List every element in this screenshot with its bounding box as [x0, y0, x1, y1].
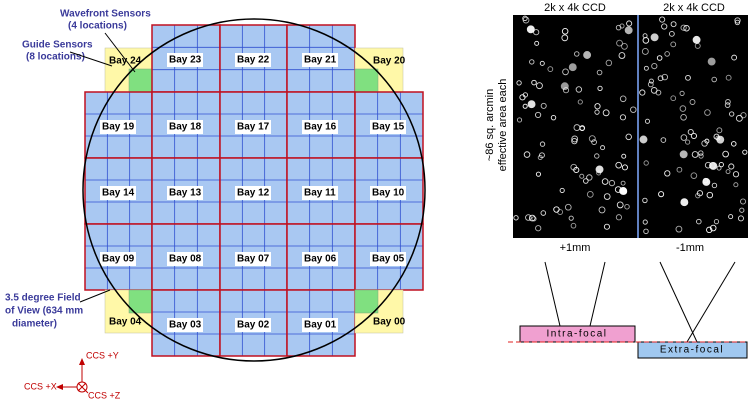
bay-label: Bay 00	[373, 317, 406, 328]
bay-label: Bay 22	[237, 55, 270, 66]
ccd-image	[639, 15, 748, 238]
ccd-title: 2k x 4k CCD	[663, 2, 725, 14]
extra-label: Extra-focal	[660, 345, 724, 356]
star	[625, 27, 632, 34]
bay-label: Bay 08	[169, 254, 202, 265]
bay-label: Bay 05	[372, 254, 405, 265]
bay-label: Bay 17	[237, 122, 270, 133]
bay-label: Bay 21	[304, 55, 337, 66]
bay-label: Bay 12	[237, 188, 270, 199]
bay-label: Bay 19	[102, 122, 135, 133]
bay-label: Bay 18	[169, 122, 202, 133]
ccd-title: 2k x 4k CCD	[544, 2, 606, 14]
wavefront-sensor	[355, 69, 378, 92]
star	[717, 136, 724, 143]
bay-label: Bay 06	[304, 254, 337, 265]
star	[620, 187, 627, 194]
bay-label: Bay 04	[109, 317, 142, 328]
guide-label: (8 locations)	[26, 52, 85, 63]
guide-label: Guide Sensors	[22, 40, 93, 51]
bay-label: Bay 10	[372, 188, 405, 199]
focus-label: +1mm	[560, 242, 591, 254]
wavefront-sensor	[355, 290, 378, 313]
ccd-image	[513, 15, 637, 238]
bay-label: Bay 03	[169, 320, 202, 331]
bay-label: Bay 23	[169, 55, 202, 66]
area-label: effective area each	[497, 79, 509, 172]
star	[680, 151, 687, 158]
bay-label: Bay 02	[237, 320, 270, 331]
star	[681, 199, 688, 206]
star	[708, 58, 715, 65]
axis-label: CCS +Y	[86, 350, 119, 360]
coordinate-axes	[56, 358, 88, 393]
wavefront-label: Wavefront Sensors	[60, 9, 151, 20]
focus-label: -1mm	[676, 242, 704, 254]
bay-label: Bay 11	[304, 188, 336, 199]
axis-label: CCS +Z	[88, 390, 121, 400]
fov-label: diameter)	[12, 319, 57, 330]
fov-label: of View (634 mm	[5, 306, 83, 317]
bay-label: Bay 16	[304, 122, 337, 133]
bay-label: Bay 14	[102, 188, 135, 199]
wavefront-sensor	[129, 69, 152, 92]
star	[584, 52, 591, 59]
star	[528, 101, 535, 108]
fov-label: 3.5 degree Field	[5, 293, 81, 304]
bay-label: Bay 13	[169, 188, 202, 199]
star	[640, 136, 647, 143]
star	[561, 83, 568, 90]
star	[569, 64, 576, 71]
page: Bay 24Bay 23Bay 22Bay 21Bay 20Bay 19Bay …	[0, 0, 748, 400]
bay-label: Bay 07	[237, 254, 270, 265]
bay-label: Bay 09	[102, 254, 135, 265]
intra-label: Intra-focal	[547, 329, 608, 340]
area-label: ~86 sq. arcmin	[484, 89, 496, 161]
star	[693, 36, 700, 43]
bay-label: Bay 15	[372, 122, 405, 133]
star	[527, 26, 534, 33]
wavefront-label: (4 locations)	[68, 21, 127, 32]
bay-label: Bay 20	[373, 56, 406, 67]
star	[651, 34, 658, 41]
bay-label: Bay 01	[304, 320, 337, 331]
axis-label: CCS +X	[24, 381, 57, 391]
